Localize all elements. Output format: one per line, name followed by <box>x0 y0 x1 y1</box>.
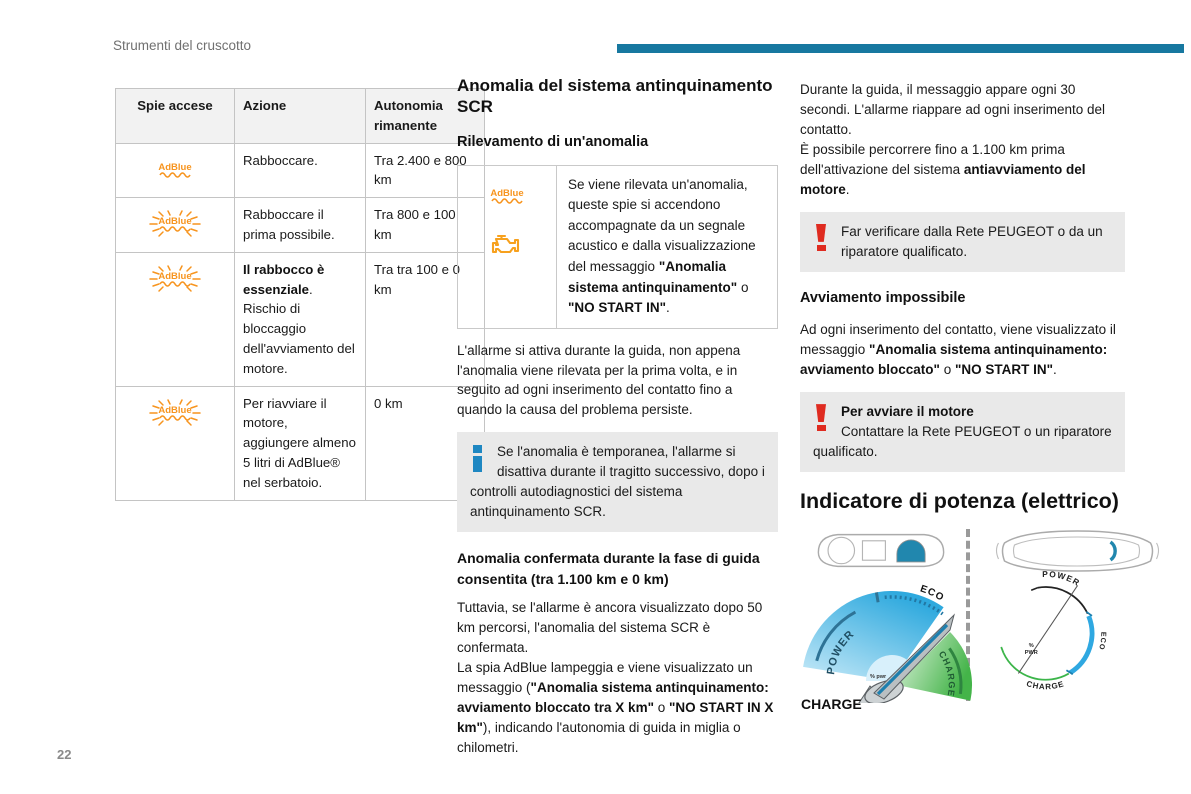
gauge-needle <box>858 613 955 703</box>
charge-arc <box>1002 652 1070 681</box>
subheading-rilevamento: Rilevamento di un'anomalia <box>457 134 649 151</box>
power-dial-highlight <box>1109 540 1117 562</box>
spia-cell: AdBlue <box>115 197 235 253</box>
azione-cell: Rabboccare. <box>234 142 366 199</box>
col-header-autonomia: Autonomia rimanente <box>365 88 485 144</box>
eco-zone <box>884 595 944 616</box>
adblue-icon: AdBlue <box>158 162 192 178</box>
warning-note: Far verificare dalla Rete PEUGEOT o da u… <box>800 211 1125 272</box>
table-row: AdBlue Rabboccare. Tra 2.400 e 800 km <box>115 142 485 199</box>
heading-indicatore-potenza: Indicatore di potenza (elettrico) <box>800 489 1119 514</box>
warning-icon <box>816 223 826 251</box>
subheading-avviamento: Avviamento impossibile <box>800 289 966 306</box>
power-arc <box>1037 586 1089 615</box>
col-header-spie: Spie accese <box>115 88 235 144</box>
subheading-anomalia-confermata: Anomalia confermata durante la fase di g… <box>457 550 760 587</box>
adblue-icon: AdBlue <box>490 188 524 204</box>
table-header-row: Spie accese Azione Autonomia rimanente <box>115 88 485 144</box>
paragraph: Ad ogni inserimento del contatto, viene … <box>800 322 1116 378</box>
svg-text:AdBlue: AdBlue <box>158 162 191 173</box>
check-engine-icon <box>491 234 520 253</box>
paragraph: La spia AdBlue lampeggia e viene visuali… <box>457 659 774 755</box>
left-column: Spie accese Azione Autonomia rimanente A… <box>115 88 485 501</box>
autonomia-cell: Tra 800 e 100 km <box>365 197 485 253</box>
svg-text:AdBlue: AdBlue <box>158 271 191 282</box>
warning-note: Per avviare il motore Contattare la Rete… <box>800 392 1125 473</box>
svg-text:POWER: POWER <box>1042 569 1082 588</box>
adblue-flashing-icon: AdBlue <box>149 210 201 237</box>
analog-cluster-icon <box>817 533 945 568</box>
paragraph: È possibile percorrere fino a 1.100 km p… <box>800 141 1086 197</box>
middle-column: Anomalia del sistema antinquinamento SCR… <box>457 76 778 769</box>
pwr-label: PWR <box>1025 650 1038 656</box>
info-icon <box>473 445 482 473</box>
digital-cluster-icon <box>995 530 1160 572</box>
right-column: Durante la guida, il messaggio appare og… <box>800 80 1125 523</box>
adblue-flashing-icon: AdBlue <box>149 398 201 426</box>
power-indicator-illustrations: POWER ECO CHARGE % pwr <box>800 523 1185 708</box>
autonomia-cell: Tra 2.400 e 800 km <box>365 142 485 199</box>
azione-cell: Il rabbocco è essenziale. Rischio di blo… <box>234 251 366 387</box>
pct-label: % <box>1029 643 1034 649</box>
power-label: POWER <box>1042 569 1081 588</box>
svg-text:CHARGE: CHARGE <box>1025 679 1065 691</box>
header-accent-bar <box>617 44 1184 53</box>
col-header-azione: Azione <box>234 88 366 144</box>
warning-lamps-box: AdBlue Se viene rilevata un'anomalia, qu… <box>457 164 778 329</box>
charge-caption: CHARGE <box>801 696 862 712</box>
spia-cell: AdBlue <box>115 142 235 199</box>
adblue-autonomy-table: Spie accese Azione Autonomia rimanente A… <box>115 88 485 501</box>
charge-zone <box>897 632 973 701</box>
warning-lamps-text: Se viene rilevata un'anomalia, queste sp… <box>568 176 756 316</box>
page-number: 22 <box>57 747 72 762</box>
table-row: AdBlue Per riavviare il motore, aggiunge… <box>115 385 485 501</box>
autonomia-cell: Tra tra 100 e 0 km <box>365 251 485 387</box>
section-title: Strumenti del cruscotto <box>113 38 252 53</box>
pct-pwr-label: % pwr <box>870 674 887 680</box>
table-row: AdBlue Il rabbocco è essenziale. Rischio… <box>115 251 485 387</box>
svg-text:AdBlue: AdBlue <box>158 216 191 227</box>
dashed-divider <box>966 529 970 701</box>
warning-lamps-icons: AdBlue <box>458 165 557 328</box>
azione-cell: Rabboccare il prima possibile. <box>234 197 366 253</box>
eco-label: ECO <box>1097 632 1108 652</box>
power-zone <box>803 591 944 681</box>
power-gauge-analog: POWER ECO CHARGE % pwr <box>803 583 973 703</box>
svg-text:AdBlue: AdBlue <box>490 188 523 199</box>
azione-cell: Per riavviare il motore, aggiungere alme… <box>234 385 366 501</box>
heading-scr: Anomalia del sistema antinquinamento SCR <box>457 76 773 116</box>
svg-text:% PWR: % PWR <box>1025 643 1038 656</box>
adblue-flashing-icon: AdBlue <box>149 265 201 292</box>
paragraph: Tuttavia, se l'allarme è ancora visualiz… <box>457 599 763 655</box>
spia-cell: AdBlue <box>115 385 235 501</box>
svg-text:AdBlue: AdBlue <box>158 405 191 416</box>
gauge-needle <box>1017 585 1079 674</box>
table-row: AdBlue Rabboccare il prima possibile. Tr… <box>115 197 485 253</box>
paragraph: L'allarme si attiva durante la guida, no… <box>457 342 741 418</box>
info-note: Se l'anomalia è temporanea, l'allarme si… <box>457 432 778 533</box>
power-dial-highlight <box>896 539 926 563</box>
power-gauge-digital: POWER ECO CHARGE % PWR <box>1000 569 1108 691</box>
eco-arc <box>1068 615 1095 675</box>
warning-icon <box>816 404 826 432</box>
svg-text:ECO: ECO <box>1097 632 1108 652</box>
charge-label: CHARGE <box>1025 679 1064 691</box>
paragraph: Durante la guida, il messaggio appare og… <box>800 82 1106 137</box>
spia-cell: AdBlue <box>115 251 235 387</box>
